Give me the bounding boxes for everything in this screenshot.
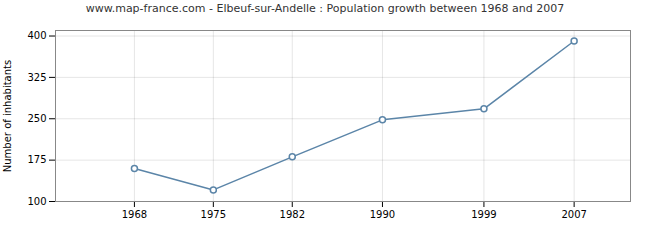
svg-text:2007: 2007 xyxy=(561,209,586,220)
svg-text:400: 400 xyxy=(27,30,46,41)
svg-text:250: 250 xyxy=(27,113,46,124)
svg-text:175: 175 xyxy=(27,154,46,165)
svg-text:1968: 1968 xyxy=(122,209,147,220)
svg-text:1982: 1982 xyxy=(280,209,305,220)
svg-text:1990: 1990 xyxy=(370,209,395,220)
svg-text:Number of inhabitants: Number of inhabitants xyxy=(2,60,13,172)
html-text:www.map-france.com - Elbeuf-su: www.map-france.com - Elbeuf-sur-Andelle … xyxy=(85,2,565,15)
svg-text:100: 100 xyxy=(27,196,46,207)
svg-text:1975: 1975 xyxy=(201,209,226,220)
svg-text:325: 325 xyxy=(27,72,46,83)
svg-text:1999: 1999 xyxy=(471,209,496,220)
